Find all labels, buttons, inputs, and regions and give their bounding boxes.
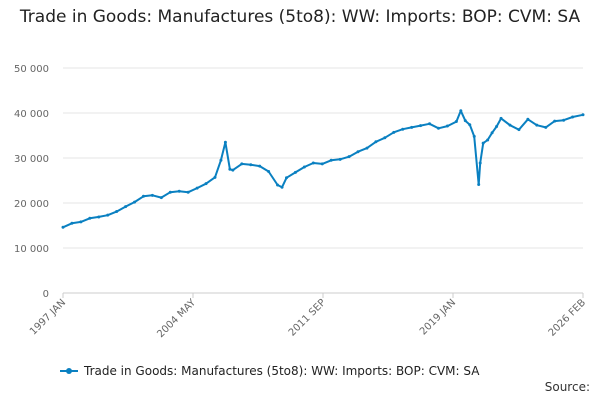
data-point[interactable] [133, 200, 137, 204]
data-point[interactable] [535, 123, 539, 127]
data-point[interactable] [478, 161, 482, 165]
series-layer [61, 109, 585, 229]
data-point[interactable] [231, 168, 235, 172]
data-point[interactable] [459, 109, 463, 113]
data-point[interactable] [526, 117, 530, 121]
data-point[interactable] [544, 125, 548, 129]
legend-swatch-icon [60, 366, 78, 376]
gridlines [63, 67, 583, 294]
data-point[interactable] [228, 167, 232, 171]
data-point[interactable] [284, 176, 288, 180]
data-point[interactable] [428, 122, 432, 126]
data-point[interactable] [276, 183, 280, 187]
data-point[interactable] [553, 119, 557, 123]
data-point[interactable] [223, 140, 227, 144]
data-point[interactable] [219, 158, 223, 162]
source-label: Source: [544, 380, 590, 394]
data-point[interactable] [267, 170, 271, 173]
data-point[interactable] [159, 196, 163, 200]
data-point[interactable] [365, 146, 369, 150]
data-point[interactable] [88, 216, 92, 220]
data-point[interactable] [495, 125, 499, 128]
data-point[interactable] [249, 163, 253, 167]
data-point[interactable] [204, 182, 208, 186]
data-point[interactable] [141, 194, 145, 198]
y-tick-label: 50 000 [14, 64, 49, 75]
data-point[interactable] [311, 161, 315, 165]
data-point[interactable] [463, 119, 467, 123]
data-point[interactable] [320, 162, 324, 166]
data-point[interactable] [374, 140, 378, 144]
data-point[interactable] [468, 123, 472, 127]
x-tick-label: 2011 SEP [287, 297, 328, 338]
data-point[interactable] [571, 115, 575, 119]
data-point[interactable] [79, 220, 83, 224]
data-point[interactable] [477, 183, 481, 187]
data-point[interactable] [302, 165, 306, 169]
y-tick-label: 30 000 [14, 154, 49, 165]
x-tick-label: 2004 MAY [155, 297, 198, 340]
data-point[interactable] [562, 118, 566, 122]
data-point[interactable] [419, 124, 423, 128]
data-point[interactable] [115, 210, 119, 214]
series-line [62, 109, 584, 229]
legend-label: Trade in Goods: Manufactures (5to8): WW:… [84, 364, 480, 378]
legend[interactable]: Trade in Goods: Manufactures (5to8): WW:… [60, 364, 600, 378]
data-point[interactable] [499, 116, 503, 120]
data-point[interactable] [61, 225, 65, 229]
y-tick-label: 40 000 [14, 109, 49, 120]
data-point[interactable] [454, 120, 458, 124]
y-tick-label: 10 000 [14, 244, 49, 255]
data-point[interactable] [581, 113, 585, 117]
y-tick-label: 20 000 [14, 199, 49, 210]
data-point[interactable] [106, 213, 110, 217]
data-point[interactable] [280, 185, 284, 189]
data-point[interactable] [213, 175, 217, 179]
data-point[interactable] [329, 158, 333, 162]
data-point[interactable] [472, 134, 476, 138]
x-tick-label: 2026 FEB [547, 297, 589, 339]
data-point[interactable] [508, 123, 512, 127]
data-point[interactable] [70, 221, 74, 225]
data-point[interactable] [383, 136, 387, 140]
data-point[interactable] [356, 150, 360, 154]
data-point[interactable] [338, 157, 342, 161]
data-point[interactable] [436, 126, 440, 130]
x-axis: 1997 JAN 2004 MAY 2011 SEP 2019 JAN 2026 FEB [28, 292, 589, 340]
data-point[interactable] [195, 186, 199, 190]
data-point[interactable] [124, 205, 128, 209]
data-point[interactable] [517, 128, 521, 132]
data-point[interactable] [401, 127, 405, 131]
data-point[interactable] [392, 130, 396, 134]
data-point[interactable] [293, 170, 297, 174]
data-point[interactable] [97, 215, 101, 219]
y-axis-labels: 0 10 000 20 000 30 000 40 000 50 000 [14, 64, 49, 300]
data-point[interactable] [186, 190, 190, 194]
data-point[interactable] [445, 124, 449, 128]
data-point[interactable] [258, 164, 262, 168]
x-tick-label: 2019 JAN [418, 297, 458, 337]
data-point[interactable] [410, 125, 414, 129]
data-point[interactable] [490, 131, 494, 135]
data-point[interactable] [150, 193, 154, 197]
data-point[interactable] [347, 155, 351, 159]
data-point[interactable] [168, 190, 172, 194]
data-point[interactable] [240, 162, 244, 166]
chart-title: Trade in Goods: Manufactures (5to8): WW:… [19, 7, 581, 27]
data-point[interactable] [177, 189, 181, 193]
data-point[interactable] [481, 141, 485, 145]
y-tick-label: 0 [43, 289, 49, 300]
x-tick-label: 1997 JAN [28, 297, 68, 337]
data-point[interactable] [486, 138, 490, 142]
